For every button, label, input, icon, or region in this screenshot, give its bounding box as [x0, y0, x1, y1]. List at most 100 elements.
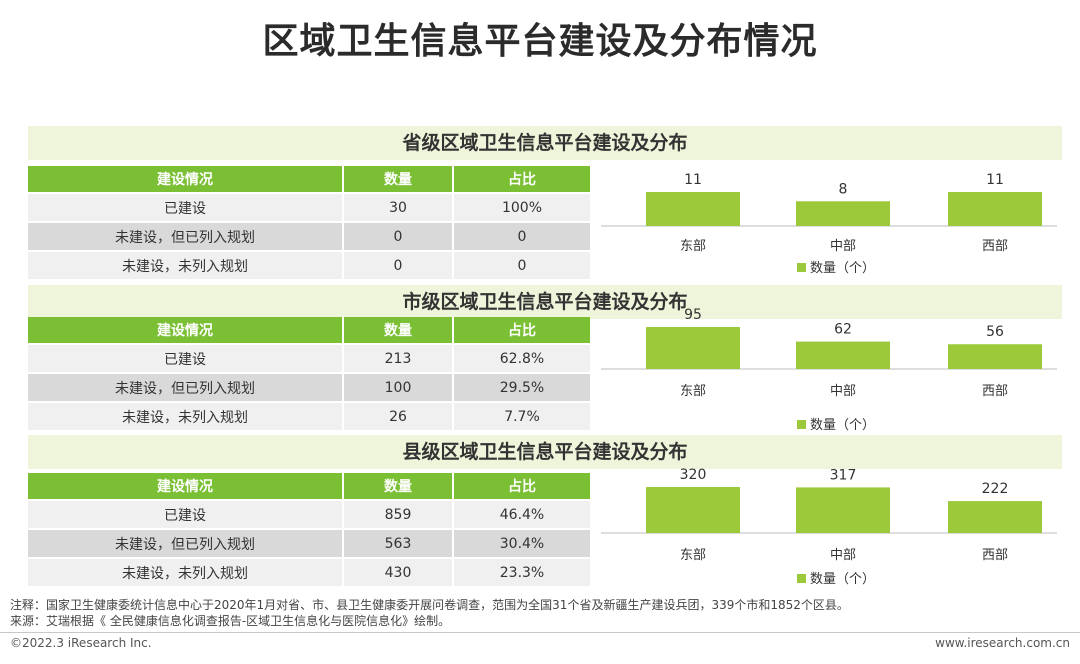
cell-status: 未建设，未列入规划: [28, 559, 344, 586]
data-label-1: 62: [834, 322, 852, 338]
cell-count: 26: [344, 403, 454, 430]
data-label-0: 95: [684, 307, 702, 323]
table-row: 已建设 859 46.4%: [28, 501, 590, 528]
cell-share: 0: [454, 252, 590, 279]
tick-label-0: 东部: [680, 239, 706, 254]
bar-0: [646, 327, 740, 369]
cell-count: 859: [344, 501, 454, 528]
status-table-wrap: 建设情况 数量 占比 已建设 859 46.4% 未建设，但已列入规划 563 …: [28, 471, 590, 588]
data-label-2: 222: [982, 481, 1009, 497]
status-table: 建设情况 数量 占比 已建设 30 100% 未建设，但已列入规划 0 0 未建…: [28, 164, 590, 281]
bar-2: [948, 344, 1042, 369]
cell-count: 100: [344, 374, 454, 401]
data-label-2: 11: [986, 172, 1004, 188]
cell-count: 0: [344, 252, 454, 279]
copyright: ©2022.3 iResearch Inc.: [10, 636, 152, 650]
header-share: 占比: [454, 166, 590, 192]
table-row: 未建设，但已列入规划 563 30.4%: [28, 530, 590, 557]
section-heading: 县级区域卫生信息平台建设及分布: [28, 435, 1062, 469]
data-label-2: 56: [986, 324, 1004, 340]
cell-status: 未建设，但已列入规划: [28, 530, 344, 557]
header-share: 占比: [454, 317, 590, 343]
cell-status: 未建设，未列入规划: [28, 403, 344, 430]
tick-label-2: 西部: [982, 239, 1008, 254]
legend-swatch: [797, 263, 806, 272]
tick-label-1: 中部: [830, 548, 856, 563]
table-header-row: 建设情况 数量 占比: [28, 473, 590, 499]
tick-label-0: 东部: [680, 548, 706, 563]
bar-2: [948, 501, 1042, 533]
table-row: 已建设 213 62.8%: [28, 345, 590, 372]
source-note: 来源：艾瑞根据《 全民健康信息化调查报告-区域卫生信息化与医院信息化》绘制。: [10, 614, 451, 628]
legend-label: 数量（个）: [810, 418, 875, 433]
cell-count: 430: [344, 559, 454, 586]
tick-label-0: 东部: [680, 384, 706, 399]
cell-share: 29.5%: [454, 374, 590, 401]
table-row: 未建设，未列入规划 26 7.7%: [28, 403, 590, 430]
cell-status: 未建设，但已列入规划: [28, 223, 344, 250]
header-status: 建设情况: [28, 317, 344, 343]
tick-label-1: 中部: [830, 239, 856, 254]
status-table-wrap: 建设情况 数量 占比 已建设 213 62.8% 未建设，但已列入规划 100 …: [28, 315, 590, 432]
bar-0: [646, 192, 740, 226]
data-label-1: 8: [839, 181, 848, 197]
cell-status: 未建设，但已列入规划: [28, 374, 344, 401]
table-row: 已建设 30 100%: [28, 194, 590, 221]
section-provincial: 省级区域卫生信息平台建设及分布 建设情况 数量 占比 已建设 30 100% 未…: [28, 126, 1062, 286]
table-header-row: 建设情况 数量 占比: [28, 317, 590, 343]
cell-status: 已建设: [28, 501, 344, 528]
cell-share: 23.3%: [454, 559, 590, 586]
cell-status: 未建设，未列入规划: [28, 252, 344, 279]
footnote: 注释：国家卫生健康委统计信息中心于2020年1月对省、市、县卫生健康委开展问卷调…: [10, 598, 849, 612]
header-count: 数量: [344, 473, 454, 499]
data-label-0: 320: [680, 467, 707, 483]
header-count: 数量: [344, 317, 454, 343]
legend-label: 数量（个）: [810, 572, 875, 587]
cell-status: 已建设: [28, 194, 344, 221]
bar-1: [796, 341, 890, 369]
tick-label-2: 西部: [982, 548, 1008, 563]
header-status: 建设情况: [28, 166, 344, 192]
status-table: 建设情况 数量 占比 已建设 213 62.8% 未建设，但已列入规划 100 …: [28, 315, 590, 432]
tick-label-1: 中部: [830, 384, 856, 399]
legend-swatch: [797, 420, 806, 429]
footer-divider: [0, 632, 1080, 633]
data-label-1: 317: [830, 467, 857, 483]
status-table: 建设情况 数量 占比 已建设 859 46.4% 未建设，但已列入规划 563 …: [28, 471, 590, 588]
cell-share: 100%: [454, 194, 590, 221]
cell-share: 7.7%: [454, 403, 590, 430]
header-status: 建设情况: [28, 473, 344, 499]
website-link[interactable]: www.iresearch.com.cn: [935, 636, 1070, 650]
bar-0: [646, 487, 740, 533]
table-row: 未建设，未列入规划 430 23.3%: [28, 559, 590, 586]
table-header-row: 建设情况 数量 占比: [28, 166, 590, 192]
section-heading: 省级区域卫生信息平台建设及分布: [28, 126, 1062, 160]
table-row: 未建设，但已列入规划 0 0: [28, 223, 590, 250]
cell-share: 46.4%: [454, 501, 590, 528]
header-count: 数量: [344, 166, 454, 192]
cell-share: 62.8%: [454, 345, 590, 372]
legend-label: 数量（个）: [810, 261, 875, 276]
tick-label-2: 西部: [982, 384, 1008, 399]
legend-swatch: [797, 574, 806, 583]
bar-1: [796, 201, 890, 226]
bar-1: [796, 487, 890, 533]
cell-count: 213: [344, 345, 454, 372]
section-heading: 市级区域卫生信息平台建设及分布: [28, 285, 1062, 319]
section-county: 县级区域卫生信息平台建设及分布 建设情况 数量 占比 已建设 859 46.4%…: [28, 435, 1062, 595]
status-table-wrap: 建设情况 数量 占比 已建设 30 100% 未建设，但已列入规划 0 0 未建…: [28, 164, 590, 281]
header-share: 占比: [454, 473, 590, 499]
bar-2: [948, 192, 1042, 226]
data-label-0: 11: [684, 172, 702, 188]
cell-count: 563: [344, 530, 454, 557]
section-municipal: 市级区域卫生信息平台建设及分布 建设情况 数量 占比 已建设 213 62.8%…: [28, 285, 1062, 437]
cell-share: 0: [454, 223, 590, 250]
cell-count: 30: [344, 194, 454, 221]
cell-count: 0: [344, 223, 454, 250]
cell-share: 30.4%: [454, 530, 590, 557]
table-row: 未建设，但已列入规划 100 29.5%: [28, 374, 590, 401]
table-row: 未建设，未列入规划 0 0: [28, 252, 590, 279]
